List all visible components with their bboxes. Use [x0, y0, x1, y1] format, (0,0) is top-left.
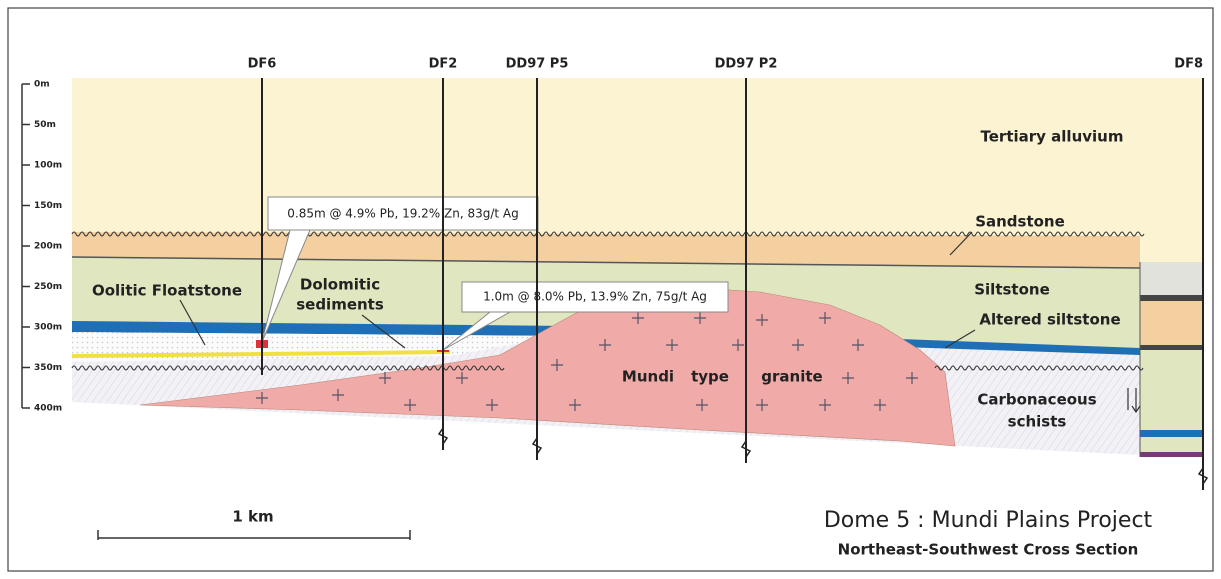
intercept: 0.85m @ 4.9% Pb, 19.2% Zn, 83g/t Ag — [287, 207, 519, 221]
subtitle: Northeast-Southwest Cross Section — [838, 541, 1139, 559]
df8-column — [1140, 430, 1203, 437]
intercept-box — [461, 281, 729, 313]
df8-column — [1140, 452, 1203, 457]
depth-label: 200m — [34, 242, 62, 252]
granite-cross — [874, 399, 886, 411]
altered-band — [900, 339, 1140, 355]
depth-label: 100m — [34, 161, 62, 171]
depth-label: 300m — [34, 323, 62, 333]
df8-column — [1140, 262, 1203, 295]
granite-cross — [632, 312, 644, 324]
granite-cross — [756, 314, 768, 326]
unconformity — [934, 365, 1144, 371]
granite-cross — [456, 372, 468, 384]
granite-cross — [732, 339, 744, 351]
granite-cross — [792, 339, 804, 351]
unconformity — [71, 231, 1145, 237]
hole-break — [1197, 467, 1209, 485]
granite-cross — [569, 399, 581, 411]
granite-cross — [666, 339, 678, 351]
depth-label: 400m — [34, 404, 62, 414]
hole-label: DF2 — [429, 57, 458, 72]
df8-column — [1140, 345, 1203, 350]
layers — [71, 78, 1203, 457]
unit-label: Siltstone — [974, 281, 1050, 299]
unit-label: Dolomitic — [300, 276, 380, 294]
hole-label: DF6 — [248, 57, 277, 72]
granite-cross — [599, 339, 611, 351]
unit-label: Carbonaceous — [977, 391, 1096, 409]
granite-cross — [379, 372, 391, 384]
granite-cross — [256, 392, 268, 404]
granite-cross — [906, 372, 918, 384]
hole-break — [531, 437, 543, 455]
unit-label: Oolitic Floatstone — [92, 282, 242, 300]
depth-label: 150m — [34, 201, 62, 211]
depth-label: 250m — [34, 282, 62, 292]
hole-break — [740, 440, 752, 458]
granite-cross — [842, 372, 854, 384]
granite-cross — [551, 359, 563, 371]
unit-label: sediments — [296, 296, 384, 314]
granite-cross — [486, 399, 498, 411]
df8-column — [1140, 301, 1203, 345]
depth-label: 0m — [34, 80, 50, 90]
depth-label: 350m — [34, 363, 62, 373]
scale-label: 1 km — [232, 508, 273, 526]
contact — [71, 256, 1141, 269]
altered-band — [72, 321, 570, 336]
granite — [139, 287, 956, 447]
depth-label: 50m — [34, 120, 56, 130]
hole-break — [437, 427, 449, 445]
granite-cross — [694, 312, 706, 324]
unit-label: granite — [761, 368, 822, 386]
unconformity — [71, 365, 505, 371]
unit-label: schists — [1008, 413, 1067, 431]
granite-cross — [819, 399, 831, 411]
granite-cross — [756, 399, 768, 411]
title: Dome 5 : Mundi Plains Project — [824, 508, 1153, 533]
granite-cross — [332, 389, 344, 401]
unit-label: Altered siltstone — [979, 311, 1120, 329]
hole-label: DD97 P5 — [506, 57, 569, 72]
intercept-box — [267, 196, 539, 231]
granite-cross — [852, 339, 864, 351]
unit-label: Mundi — [622, 368, 674, 386]
hole-label: DD97 P2 — [715, 57, 778, 72]
granite-cross — [404, 399, 416, 411]
granite-cross — [696, 399, 708, 411]
hole-label: DF8 — [1174, 57, 1203, 72]
unit-label: Sandstone — [975, 213, 1065, 231]
intercept: 1.0m @ 8.0% Pb, 13.9% Zn, 75g/t Ag — [483, 290, 707, 304]
df8-column — [1140, 295, 1203, 301]
unit-label: type — [691, 368, 729, 386]
callouts — [179, 231, 1141, 414]
unit-label: Tertiary alluvium — [981, 128, 1124, 146]
granite-cross — [819, 312, 831, 324]
